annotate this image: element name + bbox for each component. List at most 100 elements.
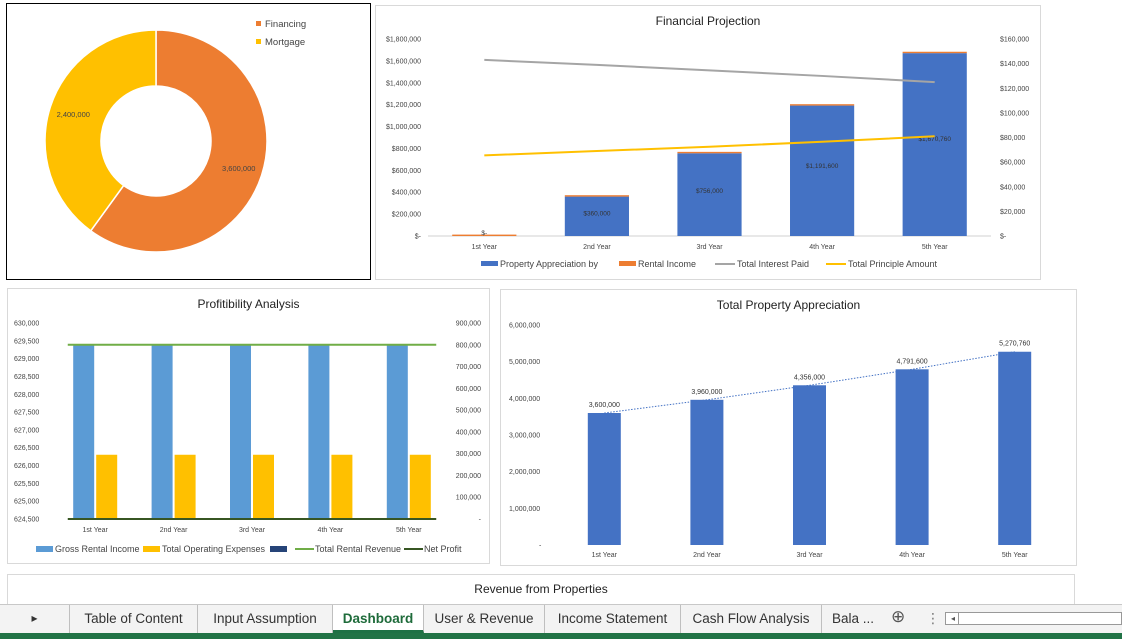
trendline (604, 351, 1015, 414)
sheet-tab-bar: ▸ Table of Content Input Assumption Dash… (0, 604, 1122, 633)
bar (151, 344, 173, 519)
y2-tick-label: - (479, 517, 482, 524)
data-label: 3,960,000 (691, 389, 722, 396)
y2-tick-label: $160,000 (1000, 37, 1029, 44)
y-tick-label: 626,500 (14, 445, 39, 452)
y-tick-label: 630,000 (14, 321, 39, 328)
bar (73, 344, 95, 519)
x-tick-label: 4th Year (899, 552, 925, 559)
bar (790, 105, 855, 236)
scroll-left-icon[interactable]: ◂ (948, 613, 959, 624)
x-tick-label: 5th Year (1002, 552, 1028, 559)
y-tick-label: 1,000,000 (509, 506, 540, 513)
horizontal-scrollbar[interactable]: ◂ (945, 612, 1122, 625)
y-tick-label: 629,500 (14, 338, 39, 345)
y2-tick-label: 200,000 (456, 473, 481, 480)
bar (998, 351, 1032, 545)
y-tick-label: 626,000 (14, 463, 39, 470)
more-options-icon[interactable]: ⋮ (926, 610, 940, 626)
x-tick-label: 1st Year (83, 527, 109, 534)
legend-label: Total Interest Paid (737, 259, 809, 269)
legend-label: Mortgage (265, 37, 305, 48)
donut-chart-panel[interactable]: 3,600,000 2,400,000 Financing Mortgage (6, 3, 371, 280)
tab-cash-flow-analysis[interactable]: Cash Flow Analysis (681, 605, 822, 633)
x-tick-label: 3rd Year (696, 244, 723, 251)
x-tick-label: 4th Year (318, 527, 344, 534)
bar (895, 369, 929, 545)
legend-swatch (256, 21, 261, 26)
data-label: $- (481, 230, 487, 237)
y2-tick-label: 800,000 (456, 342, 481, 349)
chart-title: Total Property Appreciation (716, 298, 861, 312)
y-tick-label: $1,600,000 (386, 58, 421, 65)
legend-swatch (481, 261, 498, 266)
y-tick-label: 628,500 (14, 374, 39, 381)
data-label: 3,600,000 (589, 402, 620, 409)
x-tick-label: 2nd Year (693, 552, 721, 559)
y-tick-label: $1,800,000 (386, 37, 421, 44)
data-label: $1,670,760 (918, 136, 951, 143)
donut-data-label: 3,600,000 (222, 164, 255, 173)
bar (331, 454, 353, 519)
y2-tick-label: 600,000 (456, 386, 481, 393)
bar (677, 153, 742, 236)
y2-tick-label: $80,000 (1000, 135, 1025, 142)
chart-title: Financial Projection (655, 14, 761, 28)
y2-tick-label: 300,000 (456, 451, 481, 458)
x-tick-label: 1st Year (592, 552, 618, 559)
bar (230, 344, 251, 519)
legend-swatch (143, 546, 160, 552)
bar (564, 196, 629, 236)
y-tick-label: 625,500 (14, 481, 39, 488)
bar-stack (564, 195, 629, 197)
chart-title: Revenue from Properties (474, 582, 608, 596)
legend-swatch (36, 546, 53, 552)
tab-dashboard[interactable]: Dashboard (333, 605, 424, 633)
y-tick-label: 628,000 (14, 392, 39, 399)
status-bar (0, 633, 1122, 639)
tab-user-revenue[interactable]: User & Revenue (424, 605, 545, 633)
appreciation-panel[interactable]: Total Property Appreciation - 1,000,000 2,… (500, 289, 1077, 566)
tab-input-assumption[interactable]: Input Assumption (198, 605, 333, 633)
sheet-nav-icon[interactable]: ▸ (0, 605, 70, 633)
legend-label: Total Operating Expenses (162, 544, 266, 554)
y2-tick-label: $60,000 (1000, 160, 1025, 167)
tab-balance-sheet[interactable]: Bala ... (831, 611, 875, 626)
x-tick-label: 1st Year (472, 244, 498, 251)
tab-income-statement[interactable]: Income Statement (545, 605, 681, 633)
legend-label: Total Principle Amount (848, 259, 938, 269)
tab-table-of-content[interactable]: Table of Content (70, 605, 198, 633)
bar (308, 344, 330, 519)
y-tick-label: 6,000,000 (509, 323, 540, 330)
legend-label: Rental Income (638, 259, 696, 269)
y-tick-label: 5,000,000 (509, 359, 540, 366)
bar-stack (677, 151, 742, 154)
profitability-panel[interactable]: Profitibility Analysis 624,500 625,000 625… (7, 288, 490, 564)
y2-tick-label: 700,000 (456, 364, 481, 371)
legend-label: Net Profit (424, 544, 462, 554)
x-tick-label: 5th Year (922, 244, 948, 251)
x-tick-label: 3rd Year (796, 552, 823, 559)
y2-tick-label: 100,000 (456, 495, 481, 502)
bar-stack (452, 234, 517, 236)
chart-title: Profitibility Analysis (197, 297, 300, 311)
data-label: $1,191,600 (806, 163, 839, 170)
data-label: 4,356,000 (794, 374, 825, 381)
y-tick-label: - (539, 543, 542, 550)
financial-projection-panel[interactable]: Financial Projection $- $200,000 $400,000 $… (375, 5, 1041, 280)
y-tick-label: 3,000,000 (509, 433, 540, 440)
data-label: $360,000 (583, 211, 610, 218)
y2-tick-label: 500,000 (456, 408, 481, 415)
donut-chart: 3,600,000 2,400,000 Financing Mortgage (44, 19, 306, 253)
y-tick-label: $800,000 (392, 146, 421, 153)
legend-label: Total Rental Revenue (315, 544, 401, 554)
appreciation-chart: - 1,000,000 2,000,000 3,000,000 4,000,000 5,0… (509, 323, 1032, 559)
y2-tick-label: 900,000 (456, 321, 481, 328)
data-label: $756,000 (696, 188, 723, 195)
y-tick-label: 2,000,000 (509, 469, 540, 476)
bar (902, 53, 967, 237)
x-tick-label: 4th Year (809, 244, 835, 251)
add-sheet-icon[interactable]: ⊕ (891, 607, 906, 626)
y-tick-label: 627,500 (14, 410, 39, 417)
legend-swatch (270, 546, 287, 552)
